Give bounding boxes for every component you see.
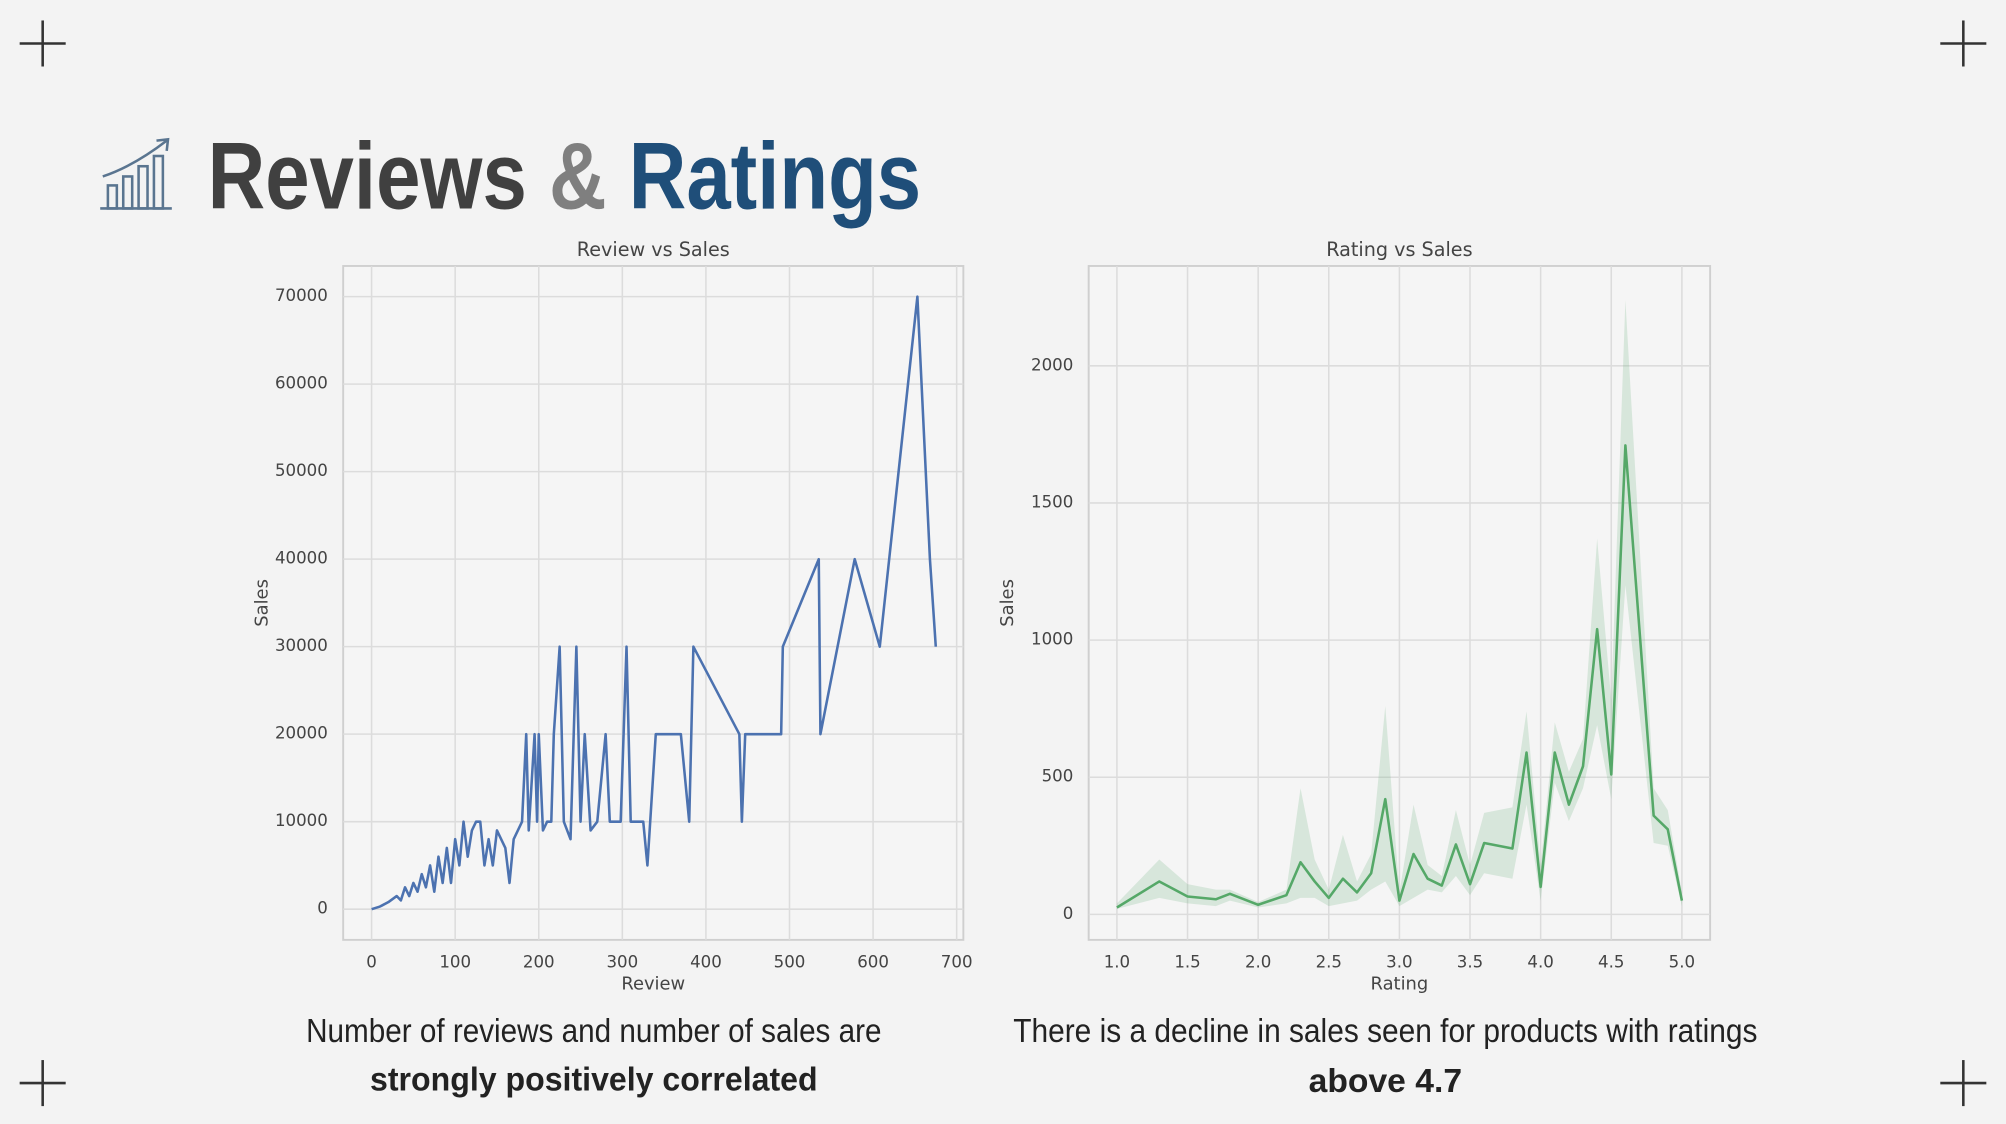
x-tick-label: 3.5 <box>1457 952 1483 971</box>
x-tick-label: 2.0 <box>1245 952 1271 971</box>
y-tick-label: 20000 <box>275 724 328 743</box>
caption-emphasis: strongly positively correlated <box>370 1062 818 1099</box>
y-tick-label: 10000 <box>275 811 328 830</box>
x-tick-label: 300 <box>606 952 638 971</box>
y-tick-label: 2000 <box>1031 355 1073 374</box>
x-tick-label: 1.0 <box>1104 952 1130 971</box>
x-tick-label: 600 <box>857 952 889 971</box>
x-tick-label: 500 <box>774 952 806 971</box>
y-tick-label: 500 <box>1042 767 1074 786</box>
x-tick-label: 5.0 <box>1669 952 1695 971</box>
y-tick-label: 30000 <box>275 636 328 655</box>
title-first: Reviews <box>208 123 527 229</box>
x-axis-label: Rating <box>1371 974 1429 995</box>
y-axis-label: Sales <box>252 579 273 627</box>
x-tick-label: 200 <box>523 952 555 971</box>
caption-emphasis: above 4.7 <box>1309 1063 1462 1100</box>
y-tick-label: 0 <box>317 899 328 918</box>
y-tick-label: 60000 <box>275 374 328 393</box>
y-tick-label: 1500 <box>1031 492 1073 511</box>
x-tick-label: 0 <box>366 952 377 971</box>
x-axis-label: Review <box>621 974 685 995</box>
line <box>1116 444 1684 909</box>
line <box>371 295 938 911</box>
y-tick-label: 40000 <box>275 549 328 568</box>
title-second: Ratings <box>629 123 921 229</box>
x-tick-label: 700 <box>941 952 973 971</box>
x-tick-label: 100 <box>439 952 471 971</box>
y-tick-label: 70000 <box>275 286 328 305</box>
caption: There is a decline in sales seen for pro… <box>1013 1013 1757 1050</box>
y-axis-label: Sales <box>997 579 1018 627</box>
y-tick-label: 1000 <box>1031 630 1073 649</box>
page-title: Reviews & Ratings <box>208 123 922 229</box>
caption: Number of reviews and number of sales ar… <box>306 1013 881 1050</box>
title-icon <box>100 137 172 210</box>
x-tick-label: 2.5 <box>1316 952 1342 971</box>
chart-title: Rating vs Sales <box>1326 238 1472 261</box>
y-tick-label: 50000 <box>275 461 328 480</box>
x-tick-label: 3.0 <box>1386 952 1412 971</box>
chart-title: Review vs Sales <box>577 238 730 261</box>
title-amp: & <box>549 123 607 229</box>
plot-area <box>342 265 965 941</box>
confidence-band <box>1116 299 1682 909</box>
y-tick-label: 0 <box>1063 904 1074 923</box>
x-tick-label: 400 <box>690 952 722 971</box>
x-tick-label: 1.5 <box>1174 952 1200 971</box>
x-tick-label: 4.0 <box>1527 952 1553 971</box>
corner-marks <box>19 20 1987 1107</box>
x-tick-label: 4.5 <box>1598 952 1624 971</box>
